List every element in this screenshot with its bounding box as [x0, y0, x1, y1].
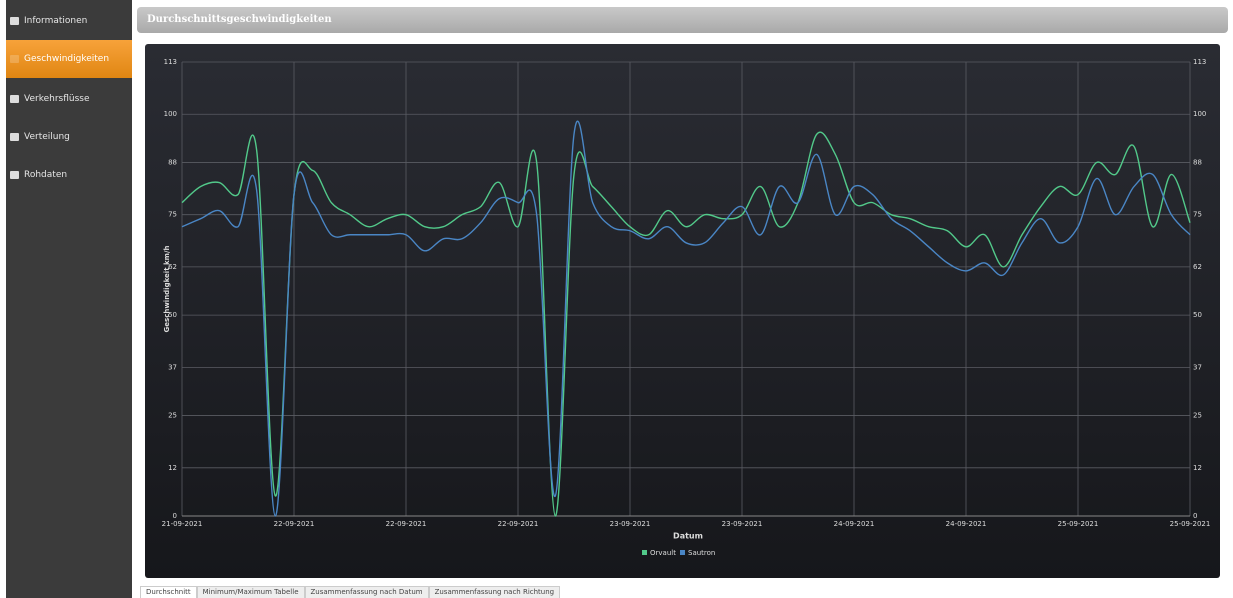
nav-item[interactable]: Verkehrsflüsse	[6, 80, 132, 118]
y-tick-label-right: 100	[1193, 110, 1206, 118]
y-tick-label-right: 113	[1193, 58, 1206, 66]
x-tick-label: 25-09-2021	[1170, 520, 1211, 528]
legend-swatch	[680, 550, 685, 555]
x-axis-title: Datum	[673, 532, 703, 541]
nav-label: Verkehrsflüsse	[24, 94, 90, 104]
y-tick-label: 75	[168, 211, 177, 219]
y-axis-title: Geschwindigkeit km/h	[163, 246, 171, 333]
y-tick-label-right: 50	[1193, 311, 1202, 319]
tab[interactable]: Minimum/Maximum Tabelle	[196, 586, 305, 598]
y-tick-label: 0	[173, 512, 177, 520]
x-tick-label: 22-09-2021	[274, 520, 315, 528]
nav-label: Verteilung	[24, 132, 70, 142]
x-tick-label: 23-09-2021	[610, 520, 651, 528]
y-tick-label: 12	[168, 464, 177, 472]
sidebar: Informationen Geschwindigkeiten Verkehrs…	[6, 0, 132, 598]
y-tick-label: 62	[168, 263, 177, 271]
x-tick-label: 22-09-2021	[498, 520, 539, 528]
x-tick-label: 23-09-2021	[722, 520, 763, 528]
x-tick-label: 25-09-2021	[1058, 520, 1099, 528]
y-tick-label-right: 62	[1193, 263, 1202, 271]
y-tick-label: 25	[168, 412, 177, 420]
y-tick-label: 113	[164, 58, 177, 66]
y-tick-label: 50	[168, 311, 177, 319]
legend-swatch	[642, 550, 647, 555]
series-line	[181, 120, 1191, 517]
y-tick-label-right: 88	[1193, 158, 1202, 166]
y-tick-label-right: 37	[1193, 363, 1202, 371]
x-tick-label: 24-09-2021	[946, 520, 987, 528]
y-tick-label-right: 0	[1193, 512, 1197, 520]
y-tick-label-right: 75	[1193, 211, 1202, 219]
section-header: Durchschnittsgeschwindigkeiten	[137, 7, 1228, 33]
tab[interactable]: Zusammenfassung nach Datum	[304, 586, 429, 598]
nav-item[interactable]: Verteilung	[6, 118, 132, 156]
series-line	[181, 131, 1191, 517]
nav-label: Geschwindigkeiten	[24, 54, 110, 64]
chart: Geschwindigkeit km/h Datum 0 0 12 12 25 25 37 3…	[162, 58, 1211, 557]
nav-label: Rohdaten	[24, 170, 68, 180]
x-tick-label: 24-09-2021	[834, 520, 875, 528]
nav-item[interactable]: Geschwindigkeiten	[6, 40, 132, 78]
chart-panel: Geschwindigkeit km/h Datum 0 0 12 12 25 25 37 3…	[145, 44, 1220, 578]
x-tick-label: 22-09-2021	[386, 520, 427, 528]
tab[interactable]: Durchschnitt	[140, 586, 197, 598]
legend-label: Orvault	[650, 549, 676, 557]
y-tick-label: 37	[168, 363, 177, 371]
tab[interactable]: Zusammenfassung nach Richtung	[428, 586, 561, 598]
tab-bar: Durchschnitt Minimum/Maximum Tabelle Zus…	[140, 586, 561, 598]
y-tick-label: 88	[168, 158, 177, 166]
y-tick-label-right: 25	[1193, 412, 1202, 420]
legend-label: Sautron	[688, 549, 715, 557]
nav-item[interactable]: Rohdaten	[6, 156, 132, 194]
nav-label: Informationen	[24, 16, 88, 26]
nav-item[interactable]: Informationen	[6, 2, 132, 40]
x-tick-label: 21-09-2021	[162, 520, 203, 528]
y-tick-label-right: 12	[1193, 464, 1202, 472]
y-tick-label: 100	[164, 110, 177, 118]
